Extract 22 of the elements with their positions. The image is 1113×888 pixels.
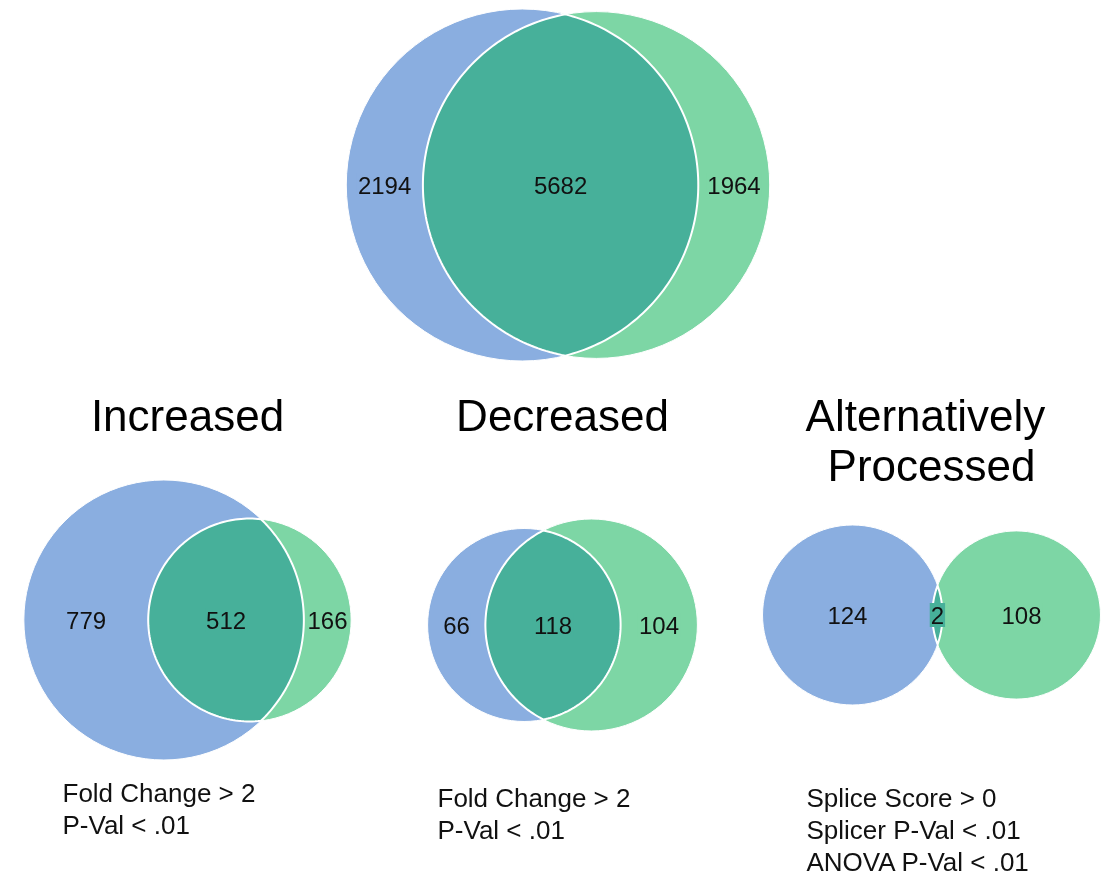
data-label: 118 — [533, 611, 573, 639]
data-label: 779 — [66, 606, 107, 634]
data-label: 104 — [638, 611, 680, 639]
data-label: 512 — [206, 606, 247, 634]
data-label: 108 — [1001, 601, 1042, 629]
data-label: 2 — [930, 601, 945, 629]
data-label: 2194 — [357, 171, 412, 199]
data-label: 5682 — [533, 171, 588, 199]
data-label: 166 — [307, 606, 348, 634]
data-label: 1964 — [707, 171, 761, 199]
text: P-Val < .01 — [437, 815, 565, 845]
text: Increased — [90, 390, 285, 440]
text: Alternatively Processed — [805, 390, 1058, 490]
data-label: 66 — [443, 611, 470, 639]
text: Fold Change > 2 — [437, 783, 631, 813]
text: P-Val < .01 — [62, 810, 190, 840]
text: Splice Score > 0 — [806, 783, 997, 813]
text: Fold Change > 2 — [62, 778, 256, 808]
text: Splicer P-Val < .01 — [806, 815, 1021, 845]
data-label: 124 — [827, 601, 868, 629]
text: Decreased — [456, 390, 669, 440]
text: ANOVA P-Val < .01 — [806, 847, 1029, 877]
